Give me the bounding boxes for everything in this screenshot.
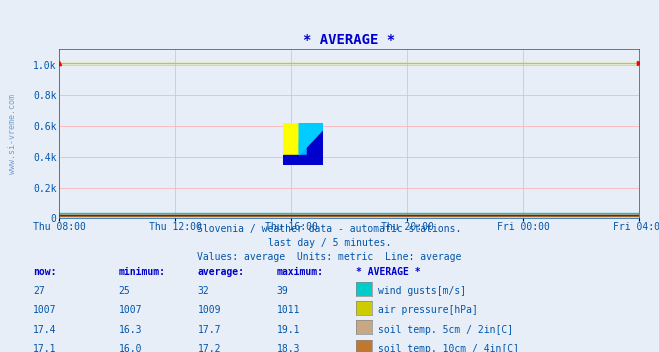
Text: 16.0: 16.0	[119, 344, 142, 352]
Text: 17.7: 17.7	[198, 325, 221, 335]
Text: * AVERAGE *: * AVERAGE *	[356, 266, 420, 277]
Text: 18.3: 18.3	[277, 344, 301, 352]
Text: Values: average  Units: metric  Line: average: Values: average Units: metric Line: aver…	[197, 252, 462, 263]
Text: www.si-vreme.com: www.si-vreme.com	[8, 94, 17, 174]
Text: 17.4: 17.4	[33, 325, 57, 335]
Text: wind gusts[m/s]: wind gusts[m/s]	[378, 286, 466, 296]
Text: last day / 5 minutes.: last day / 5 minutes.	[268, 238, 391, 249]
Text: 17.1: 17.1	[33, 344, 57, 352]
Text: 17.2: 17.2	[198, 344, 221, 352]
Text: 1011: 1011	[277, 305, 301, 315]
Text: 1009: 1009	[198, 305, 221, 315]
Text: 1007: 1007	[119, 305, 142, 315]
Bar	[299, 140, 323, 165]
Text: 16.3: 16.3	[119, 325, 142, 335]
Polygon shape	[283, 123, 323, 165]
Text: maximum:: maximum:	[277, 266, 324, 277]
Text: 25: 25	[119, 286, 130, 296]
Text: 32: 32	[198, 286, 210, 296]
Text: 27: 27	[33, 286, 45, 296]
Text: soil temp. 5cm / 2in[C]: soil temp. 5cm / 2in[C]	[378, 325, 513, 335]
Polygon shape	[299, 123, 323, 155]
Title: * AVERAGE *: * AVERAGE *	[303, 33, 395, 47]
Text: minimum:: minimum:	[119, 266, 165, 277]
Text: 39: 39	[277, 286, 289, 296]
Text: air pressure[hPa]: air pressure[hPa]	[378, 305, 478, 315]
Text: average:: average:	[198, 266, 244, 277]
Text: 19.1: 19.1	[277, 325, 301, 335]
Text: soil temp. 10cm / 4in[C]: soil temp. 10cm / 4in[C]	[378, 344, 519, 352]
Text: 1007: 1007	[33, 305, 57, 315]
Text: Slovenia / weather data - automatic stations.: Slovenia / weather data - automatic stat…	[197, 224, 462, 234]
Text: now:: now:	[33, 266, 57, 277]
Bar	[283, 123, 307, 155]
